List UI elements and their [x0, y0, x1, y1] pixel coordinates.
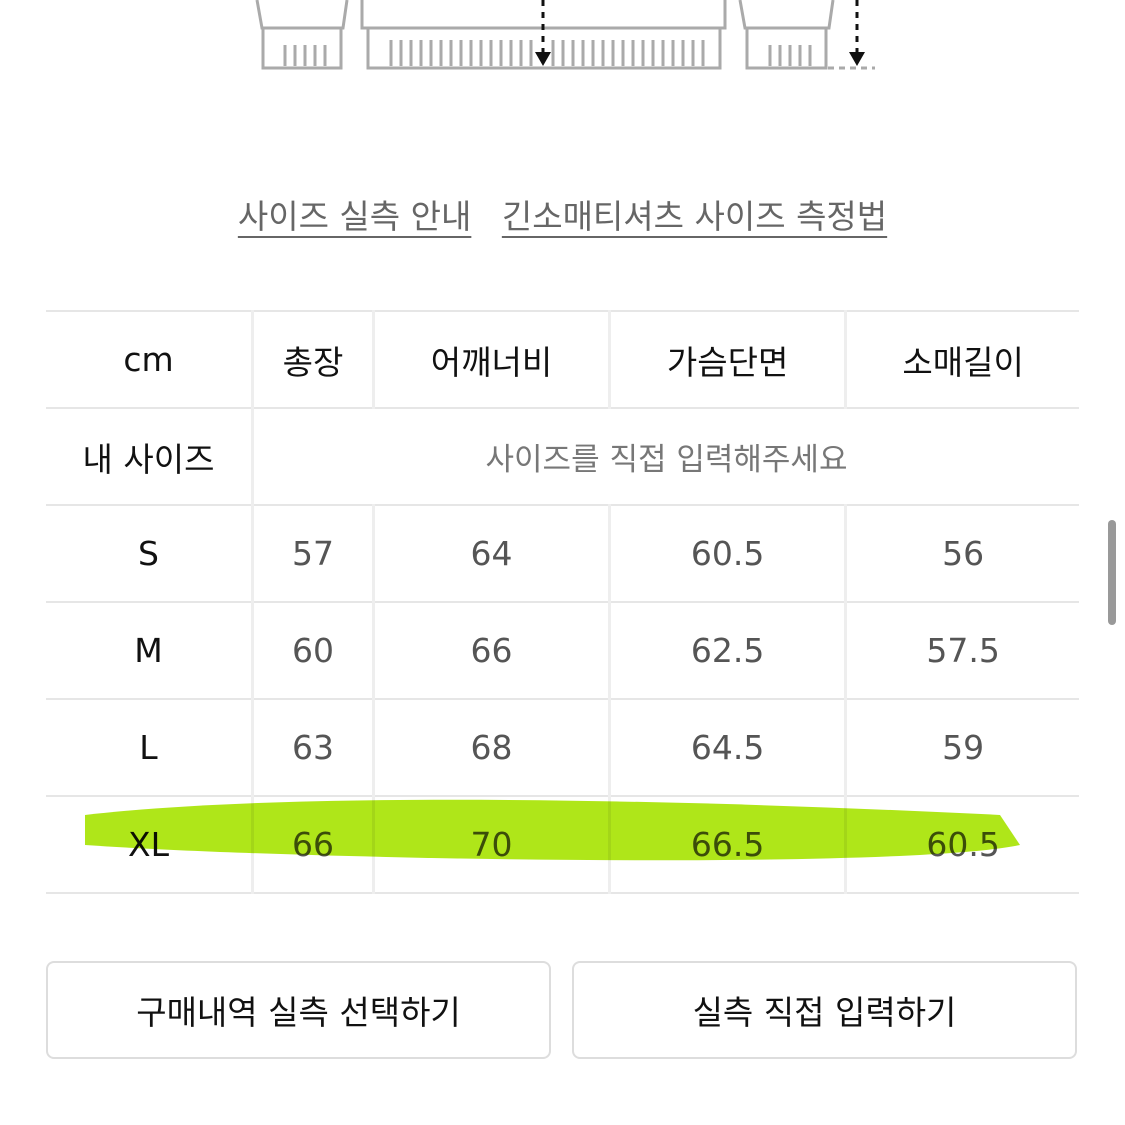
cell: 70 — [371, 795, 610, 894]
size-label: XL — [46, 795, 253, 894]
my-size-row[interactable]: 내 사이즈 사이즈를 직접 입력해주세요 — [46, 407, 1079, 506]
size-measurement-guide-link[interactable]: 사이즈 실측 안내 — [237, 197, 472, 236]
size-guide-links: 사이즈 실측 안내 긴소매티셔츠 사이즈 측정법 — [0, 190, 1125, 238]
cell: 63 — [251, 698, 374, 797]
cell: 60 — [251, 601, 374, 700]
table-row: XL 66 70 66.5 60.5 — [46, 795, 1079, 894]
my-size-label: 내 사이즈 — [46, 407, 253, 506]
cell: 66 — [371, 601, 610, 700]
cell: 64 — [371, 504, 610, 603]
table-row: M 60 66 62.5 57.5 — [46, 601, 1079, 700]
table-header-row: cm 총장 어깨너비 가슴단면 소매길이 — [46, 310, 1079, 409]
size-label: M — [46, 601, 253, 700]
select-purchase-measurement-button[interactable]: 구매내역 실측 선택하기 — [46, 961, 551, 1059]
my-size-input-prompt[interactable]: 사이즈를 직접 입력해주세요 — [251, 407, 1079, 506]
size-measure-illustration — [255, 0, 875, 70]
size-label: S — [46, 504, 253, 603]
size-table: cm 총장 어깨너비 가슴단면 소매길이 내 사이즈 사이즈를 직접 입력해주세… — [46, 310, 1079, 894]
table-row: L 63 68 64.5 59 — [46, 698, 1079, 797]
cell: 68 — [371, 698, 610, 797]
size-label: L — [46, 698, 253, 797]
cell: 62.5 — [608, 601, 846, 700]
table-row: S 57 64 60.5 56 — [46, 504, 1079, 603]
column-header: 어깨너비 — [371, 310, 610, 409]
manual-measurement-input-button[interactable]: 실측 직접 입력하기 — [572, 961, 1077, 1059]
scrollbar[interactable] — [1108, 520, 1116, 625]
cell: 56 — [844, 504, 1079, 603]
column-header: 총장 — [251, 310, 374, 409]
cell: 64.5 — [608, 698, 846, 797]
unit-header: cm — [46, 310, 253, 409]
cell: 57.5 — [844, 601, 1079, 700]
long-sleeve-measure-method-link[interactable]: 긴소매티셔츠 사이즈 측정법 — [501, 197, 888, 236]
column-header: 가슴단면 — [608, 310, 846, 409]
cell: 60.5 — [844, 795, 1079, 894]
cell: 59 — [844, 698, 1079, 797]
cell: 57 — [251, 504, 374, 603]
cell: 60.5 — [608, 504, 846, 603]
column-header: 소매길이 — [844, 310, 1079, 409]
cell: 66 — [251, 795, 374, 894]
cell: 66.5 — [608, 795, 846, 894]
